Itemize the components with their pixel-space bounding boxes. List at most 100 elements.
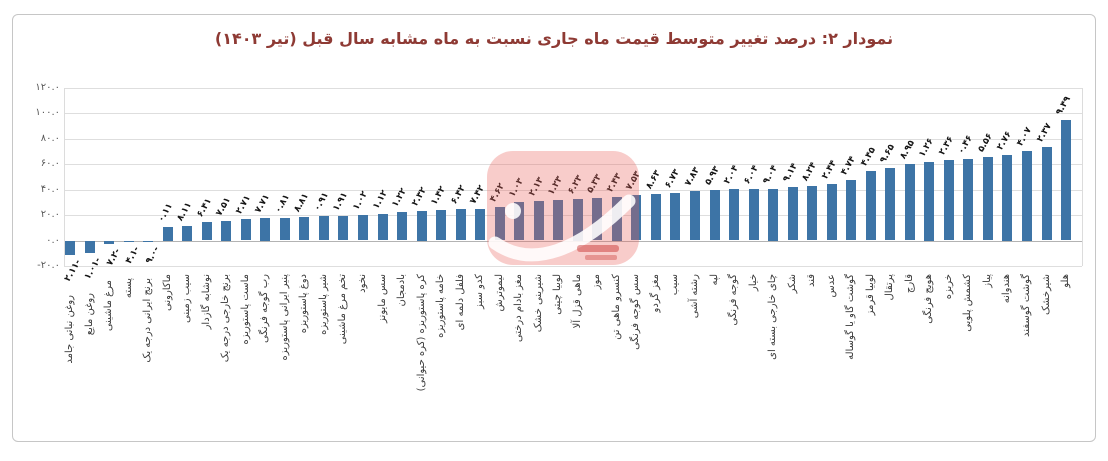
bar — [768, 188, 779, 241]
category-label-text: کره پاستوریزه (کره حیوانی) — [415, 274, 427, 392]
category-label-text: برنج خارجی درجه یک — [220, 274, 232, 363]
y-axis-tick-label: -۲۰.۰ — [37, 259, 60, 271]
bar — [416, 211, 427, 241]
bar — [84, 240, 95, 254]
category-label-text: خامه پاستوریزه — [435, 274, 447, 338]
category-label-text: روغن نباتی جامد — [64, 294, 75, 364]
category-label-text: قند — [806, 274, 818, 288]
chart-title: نمودار ۲: درصد تغییر متوسط قیمت ماه جاری… — [214, 29, 894, 48]
category-label-text: خیار — [747, 274, 759, 292]
bar — [807, 186, 818, 241]
bar — [318, 216, 329, 241]
category-label-text: روغن مایع — [83, 293, 95, 336]
bar — [846, 180, 857, 241]
bar — [65, 240, 75, 255]
category-label-text: پرتقال — [884, 274, 896, 301]
category-label-text: لیموترش — [493, 274, 505, 312]
bar — [221, 220, 232, 241]
bar — [162, 226, 173, 241]
category-label-text: دوغ پاستوریزه — [298, 274, 310, 334]
bar — [299, 216, 310, 241]
bar — [650, 193, 661, 241]
bar — [1041, 147, 1052, 241]
category-label-text: عدس — [825, 274, 837, 298]
bar — [865, 171, 876, 241]
category-label-text: سس مایونز — [376, 274, 388, 323]
h-gridline — [64, 113, 1082, 115]
category-label-text: لوبیا چیتی — [552, 274, 564, 315]
h-gridline — [64, 87, 1082, 89]
category-label-text: گوشت گاو یا گوساله — [845, 274, 857, 360]
bar — [709, 190, 720, 241]
bar — [455, 209, 466, 241]
category-label-text: لوبیا قرمز — [864, 274, 876, 316]
bar — [182, 225, 193, 241]
category-label-text: رب گوجه فرنگی — [259, 274, 271, 344]
plot-right-border — [1082, 87, 1083, 266]
h-gridline — [64, 138, 1082, 140]
y-axis-tick-label: ۴۰.۰ — [40, 183, 60, 195]
category-label-text: قارچ — [903, 274, 915, 294]
bar — [611, 197, 622, 241]
bar — [397, 212, 407, 241]
category-label-text: ماکارونی — [161, 274, 173, 311]
category-label-text: شیرینی خشک — [532, 274, 544, 333]
category-label-text: هندوانه — [1001, 274, 1013, 304]
category-label-text: مرغ ماشینی — [103, 279, 115, 332]
bar — [748, 188, 759, 241]
bar — [201, 221, 212, 241]
y-axis-tick-label: ۸۰.۰ — [40, 132, 60, 144]
bar — [533, 200, 544, 241]
plot-left-border — [64, 87, 65, 266]
category-label-text: سیب — [669, 274, 681, 296]
bar — [104, 240, 115, 244]
category-label-text: هویج فرنگی — [923, 274, 935, 324]
bar — [1002, 155, 1013, 241]
category-label-text: کنسرو ماهی تن — [610, 274, 622, 340]
category-label-text: لپه — [708, 274, 720, 286]
category-label-text: مغز بادام درختی — [513, 274, 525, 343]
y-axis-tick-label: ۰.۰ — [46, 234, 60, 246]
bar — [826, 184, 837, 241]
bar — [143, 240, 154, 242]
category-label-text: مغز گردو — [649, 274, 661, 313]
category-label-text: پسته — [122, 278, 134, 299]
bar — [436, 209, 447, 241]
bar — [260, 218, 271, 241]
x-axis-zero-line — [64, 240, 1082, 242]
y-axis-tick-label: ۲۰.۰ — [40, 209, 60, 221]
bar — [729, 189, 739, 241]
bar — [123, 240, 134, 243]
category-label-text: برنج ایرانی درجه یک — [142, 277, 154, 363]
y-axis-tick-label: ۶۰.۰ — [40, 158, 60, 170]
bar — [787, 187, 798, 241]
bar — [494, 206, 505, 241]
bar — [670, 192, 681, 241]
bar — [338, 216, 349, 241]
category-label-text: سس گوجه فرنگی — [630, 274, 642, 350]
bar — [631, 195, 642, 241]
bar — [475, 209, 486, 241]
bar — [358, 214, 368, 241]
bar — [943, 160, 954, 241]
bar — [904, 164, 915, 241]
y-axis-tick-label: ۱۰۰.۰ — [35, 107, 60, 119]
bar — [514, 202, 525, 241]
bar — [592, 197, 603, 241]
category-label-text: گوجه فرنگی — [728, 274, 739, 326]
category-label-text: رشته آشی — [689, 274, 700, 319]
category-label-text: بادمجان — [396, 274, 407, 307]
category-label-text: کشمش پلویی — [962, 274, 974, 332]
category-label-text: ماهی قزل آلا — [571, 274, 583, 329]
category-label-text: شکر — [786, 274, 798, 294]
category-label-text: شیر پاستوریزه — [317, 274, 329, 335]
bar — [553, 199, 564, 241]
category-label-text: موز — [591, 274, 603, 290]
bar — [377, 213, 388, 241]
category-label-text: فلفل دلمه ای — [454, 274, 466, 331]
category-label-text: کدو سبز — [474, 274, 486, 309]
h-gridline — [64, 164, 1082, 166]
category-label-text: پیاز — [981, 274, 993, 288]
category-label-text: سیب زمینی — [181, 274, 193, 323]
